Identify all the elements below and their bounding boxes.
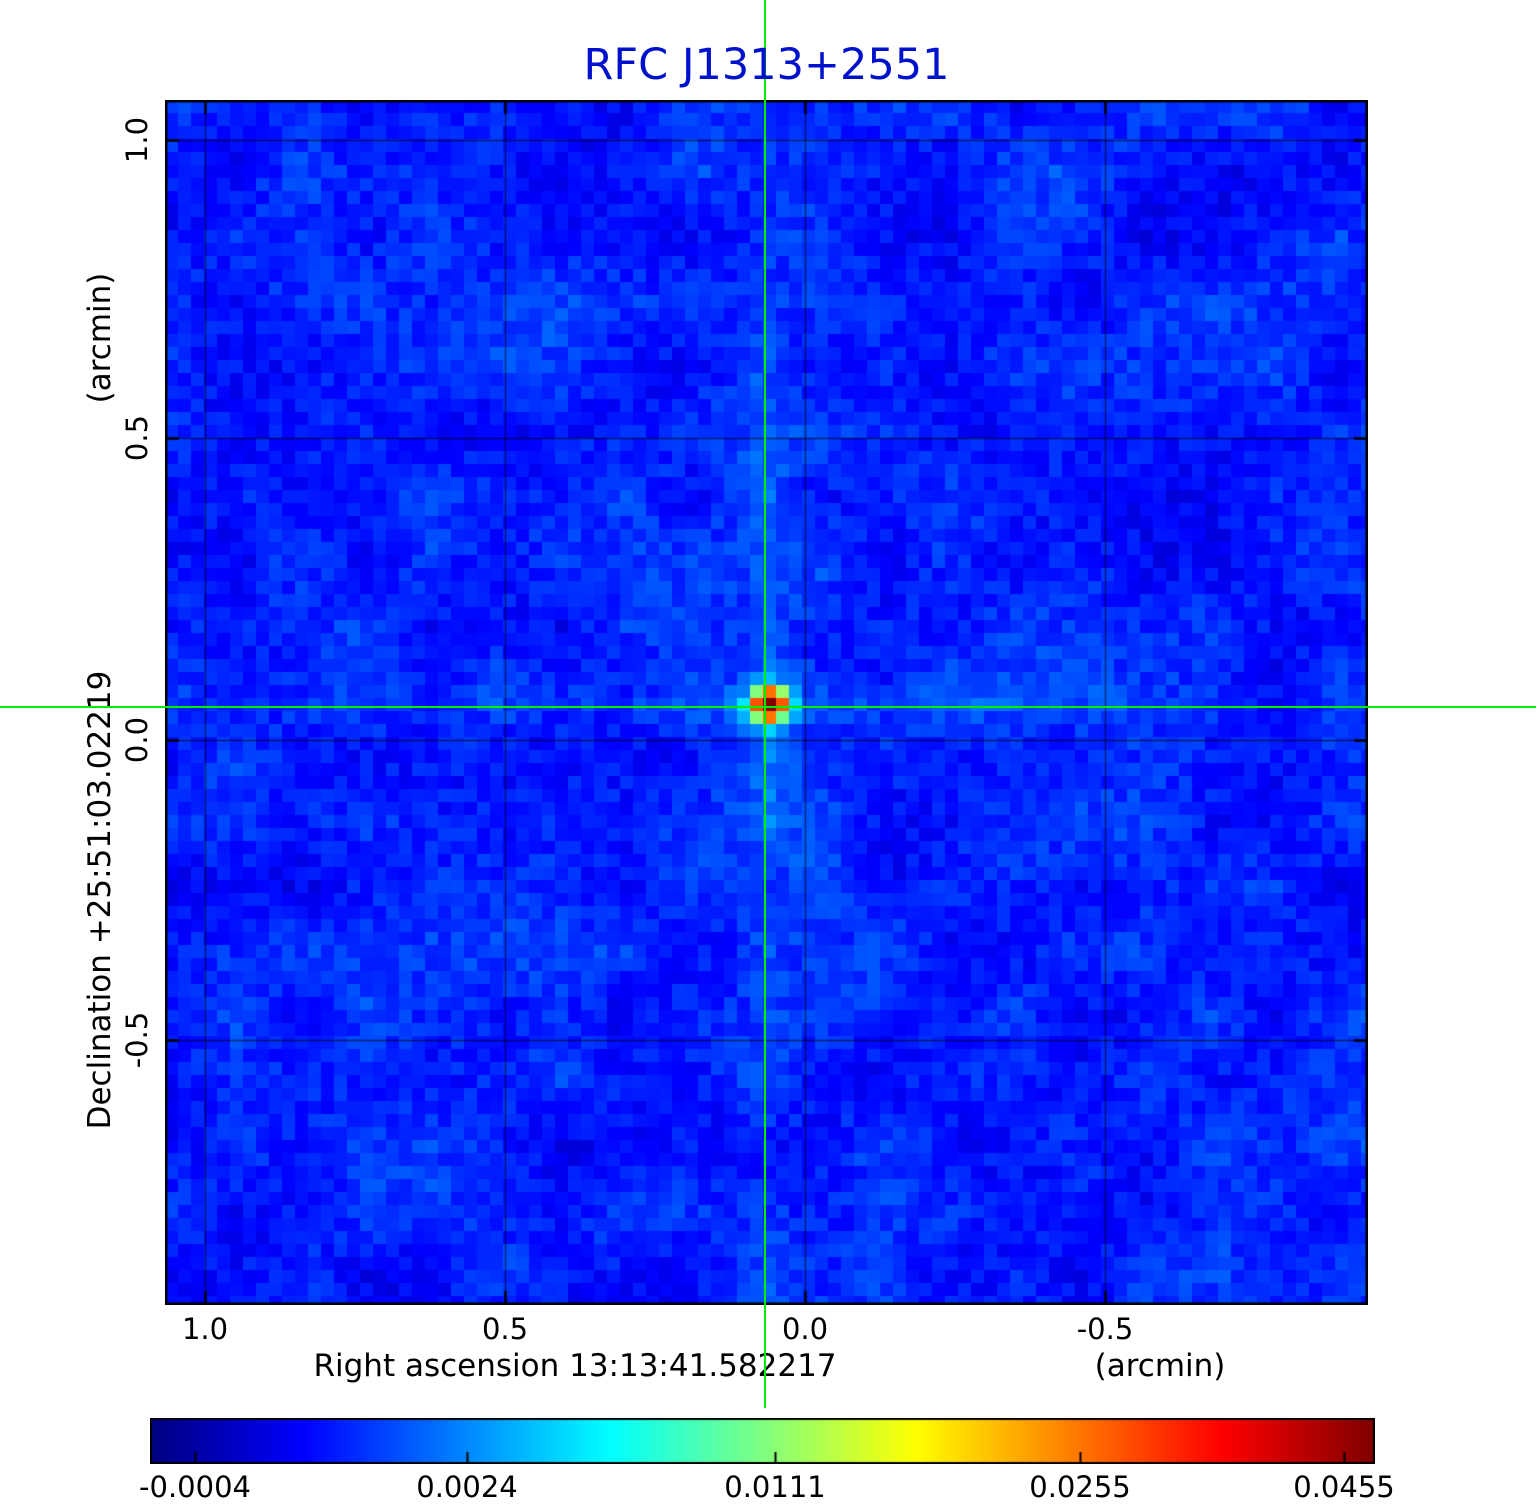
x-tick-label: -0.5: [1076, 1312, 1134, 1346]
x-tick-label: 0.5: [481, 1312, 529, 1346]
x-axis-unit-label: (arcmin): [1094, 1348, 1226, 1384]
colorbar-tick-label: 0.0455: [1293, 1470, 1395, 1504]
colorbar-tick-label: -0.0004: [139, 1470, 251, 1504]
x-tick-label: 0.0: [781, 1312, 829, 1346]
x-tick-label: 1.0: [181, 1312, 229, 1346]
y-tick-label: 1.0: [120, 116, 154, 164]
y-axis-unit-label: (arcmin): [82, 272, 118, 404]
colorbar: [150, 1418, 1375, 1464]
y-tick-label: -0.5: [120, 1011, 154, 1069]
chart-title: RFC J1313+2551: [583, 40, 950, 90]
colorbar-tick-label: 0.0111: [724, 1470, 826, 1504]
crosshair-vertical-line: [764, 0, 766, 1408]
y-tick-label: 0.0: [120, 716, 154, 764]
y-tick-label: 0.5: [120, 414, 154, 462]
crosshair-horizontal-line: [0, 706, 1536, 708]
x-axis-label: Right ascension 13:13:41.582217: [313, 1348, 837, 1384]
colorbar-tick-label: 0.0255: [1029, 1470, 1131, 1504]
y-axis-label: Declination +25:51:03.02219: [82, 670, 118, 1130]
colorbar-tick-label: 0.0024: [416, 1470, 518, 1504]
heatmap-image: [165, 100, 1368, 1305]
